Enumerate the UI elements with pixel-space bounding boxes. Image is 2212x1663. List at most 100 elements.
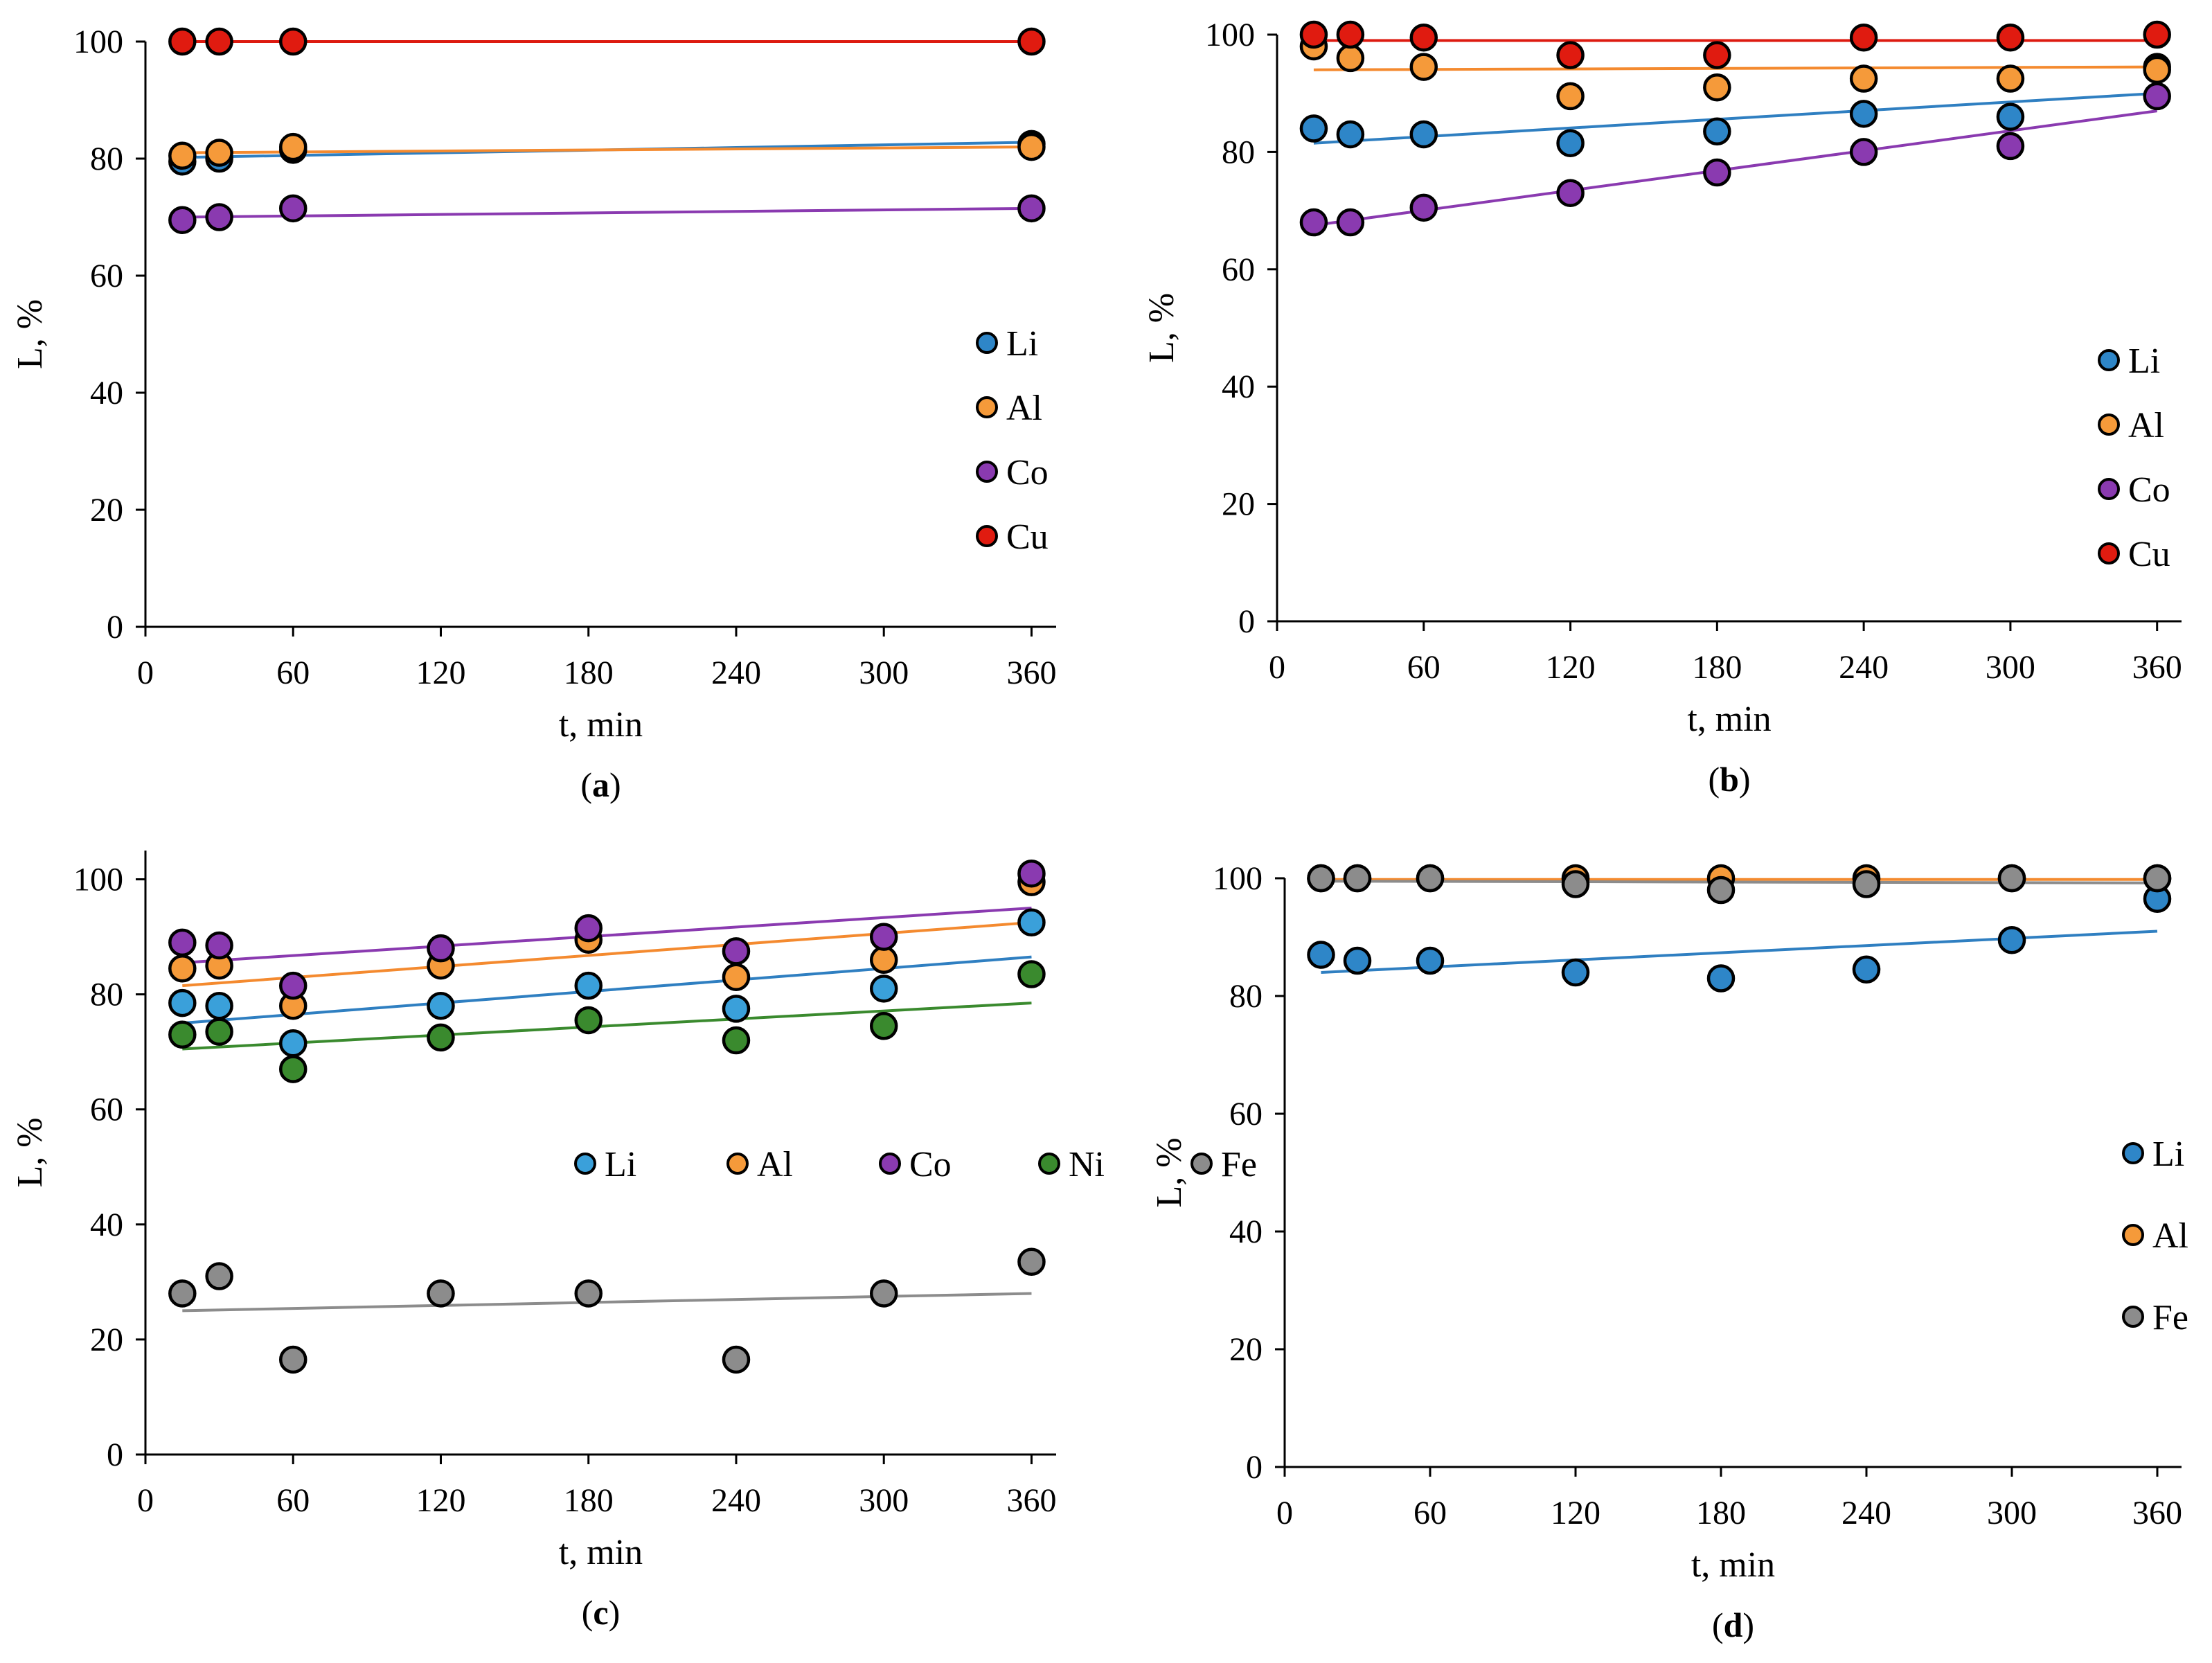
data-point-fe — [1852, 870, 1881, 898]
y-tick-label: 80 — [1222, 134, 1255, 170]
y-tick-label: 20 — [1229, 1331, 1263, 1368]
x-tick-label: 120 — [416, 655, 465, 691]
legend-marker-fe — [2122, 1306, 2144, 1328]
data-point-cu — [1703, 41, 1731, 69]
data-point-li — [1852, 955, 1881, 984]
y-tick-label: 100 — [73, 24, 123, 60]
data-point-al — [1703, 73, 1731, 102]
y-tick-label: 60 — [1229, 1096, 1263, 1132]
y-tick-label: 20 — [90, 492, 123, 528]
caption-open: ( — [580, 765, 592, 804]
x-tick-label: 240 — [1841, 1495, 1891, 1531]
trend-line-li — [1321, 930, 2158, 974]
legend-label: Li — [2128, 341, 2160, 381]
data-point-co — [1017, 194, 1046, 223]
caption-open: ( — [1708, 760, 1720, 799]
y-tick-label: 80 — [1229, 978, 1263, 1015]
y-tick-label: 0 — [1238, 603, 1255, 640]
x-tick-label: 60 — [276, 1482, 310, 1519]
data-point-ni — [427, 1023, 455, 1052]
data-point-co — [205, 203, 233, 231]
data-point-ni — [1017, 960, 1046, 988]
panel-c: 0 20 40 60 80 100 0 60 120 180 240 300 360 t, min L, %… — [10, 851, 1257, 1632]
x-tick-label: 300 — [1986, 649, 2035, 686]
trend-line-fe — [1321, 880, 2158, 884]
data-point-cu — [1556, 41, 1585, 69]
data-point-co — [1017, 859, 1046, 888]
y-tick-label: 60 — [1222, 251, 1255, 288]
x-axis-label: t, min — [559, 705, 643, 745]
x-tick-label: 240 — [1839, 649, 1889, 686]
y-axis-label: L, % — [1142, 293, 1181, 363]
data-point-li — [1409, 120, 1438, 149]
data-point-co — [1556, 179, 1585, 207]
data-point-li — [1416, 946, 1445, 975]
x-axis-label: t, min — [1687, 700, 1771, 739]
data-point-al — [1556, 82, 1585, 111]
y-tick-label: 40 — [1229, 1213, 1263, 1250]
x-tick-label: 300 — [1987, 1495, 2037, 1531]
y-tick-label: 0 — [107, 1437, 123, 1473]
data-point-cu — [278, 27, 307, 56]
legend-label: Al — [1006, 389, 1042, 428]
data-point-fe — [1997, 864, 2026, 893]
caption-letter: a — [592, 765, 609, 804]
y-tick-label: 0 — [107, 609, 123, 646]
data-point-co — [1703, 158, 1731, 187]
x-tick-label: 180 — [564, 1482, 614, 1519]
trend-line-al — [182, 145, 1032, 154]
legend-marker-cu — [976, 525, 998, 547]
x-tick-label: 180 — [1696, 1495, 1746, 1531]
y-tick-label: 40 — [90, 375, 123, 411]
x-axis-label: t, min — [1691, 1545, 1775, 1585]
x-tick-label: 0 — [1269, 649, 1285, 686]
legend-marker-al — [2122, 1224, 2144, 1246]
data-point-fe — [2143, 864, 2172, 893]
trend-line-li — [182, 955, 1032, 1025]
y-tick-label: 100 — [1205, 17, 1255, 53]
data-point-al — [1336, 44, 1365, 73]
trend-line-al — [1313, 65, 2157, 71]
data-point-co — [278, 194, 307, 223]
caption-letter: c — [593, 1593, 608, 1632]
y-axis-label: L, % — [1150, 1137, 1189, 1207]
data-point-fe — [205, 1262, 233, 1290]
y-tick-label: 60 — [90, 1092, 123, 1128]
data-point-li — [1849, 100, 1878, 128]
data-point-cu — [1017, 27, 1046, 56]
data-point-ni — [722, 1026, 751, 1055]
x-tick-label: 0 — [137, 655, 154, 691]
legend-label: Li — [1006, 324, 1038, 364]
x-tick-label: 240 — [711, 1482, 761, 1519]
legend-marker-li — [2122, 1142, 2144, 1164]
data-point-ni — [574, 1006, 603, 1035]
y-tick-label: 20 — [90, 1322, 123, 1358]
data-point-li — [205, 991, 233, 1020]
y-axis-label: L, % — [10, 1117, 50, 1187]
caption-letter: b — [1720, 760, 1739, 799]
data-point-co — [1299, 208, 1328, 237]
data-point-ni — [168, 1020, 197, 1049]
data-point-li — [1336, 120, 1365, 149]
data-point-al — [168, 141, 197, 170]
panel-b: 0 20 40 60 80 100 0 60 120 180 240 300 360 t, min L, %… — [1142, 17, 2182, 799]
x-tick-label: 120 — [1551, 1495, 1600, 1531]
data-point-co — [1996, 132, 2025, 161]
y-axis-label: L, % — [10, 299, 50, 369]
x-tick-label: 360 — [2132, 649, 2182, 686]
legend: Li Al Co Ni Fe — [574, 1145, 1257, 1184]
data-point-fe — [869, 1279, 898, 1308]
legend-marker-li — [574, 1153, 596, 1175]
data-point-li — [1997, 926, 2026, 954]
data-point-li — [1556, 129, 1585, 157]
panel-caption: (c) — [582, 1593, 621, 1632]
x-tick-label: 300 — [859, 1482, 909, 1519]
caption-close: ) — [609, 1593, 621, 1632]
y-tick-label: 0 — [1246, 1449, 1263, 1486]
data-point-cu — [1849, 23, 1878, 52]
data-point-al — [1017, 132, 1046, 161]
x-tick-label: 240 — [711, 655, 761, 691]
caption-letter: d — [1724, 1606, 1743, 1644]
data-point-li — [1706, 964, 1736, 993]
data-point-li — [869, 975, 898, 1003]
